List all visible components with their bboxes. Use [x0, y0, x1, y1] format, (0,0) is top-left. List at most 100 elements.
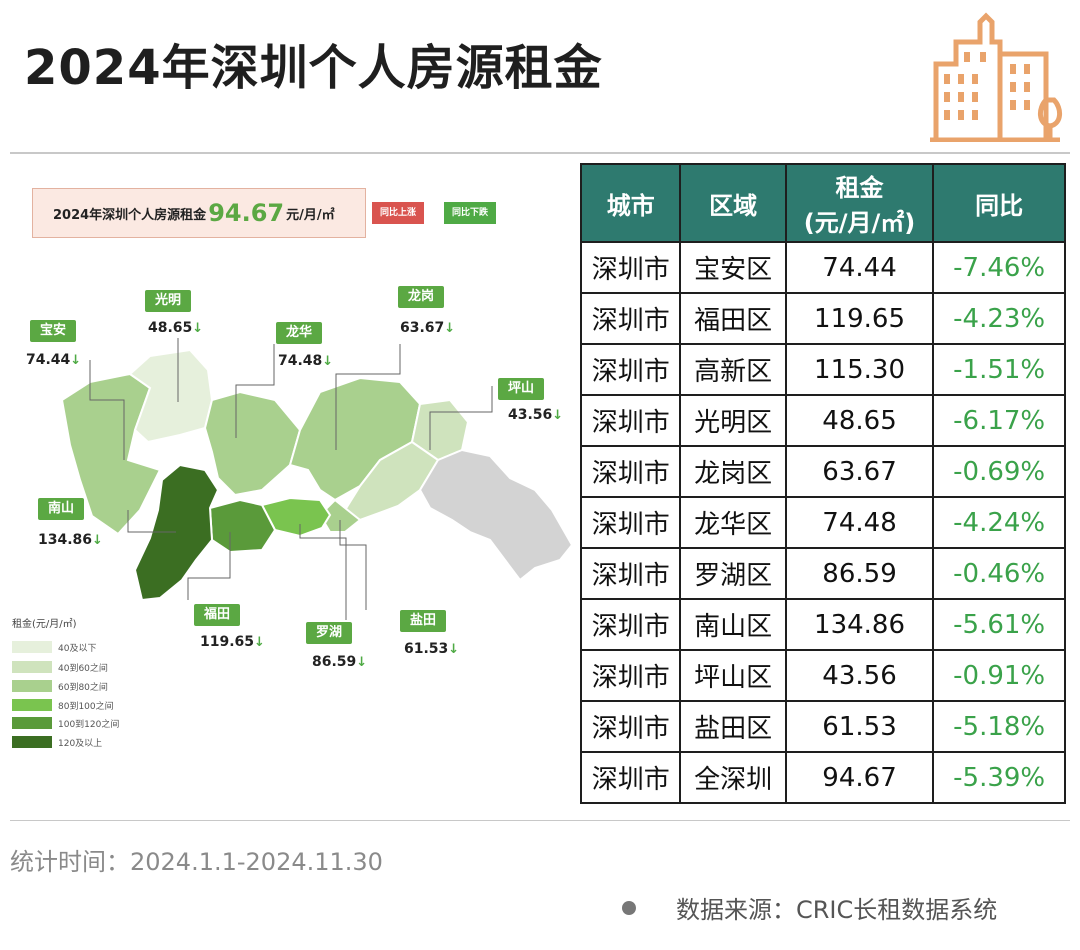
- down-arrow-icon: ↓: [70, 353, 82, 368]
- map-value-futian: 119.65↓: [200, 634, 265, 650]
- cell-rent: 86.59: [784, 547, 935, 600]
- cell-rent: 61.53: [784, 700, 935, 753]
- down-arrow-icon: ↓: [254, 635, 265, 650]
- table-row: 深圳市 坪山区 43.56 -0.91%: [579, 649, 1066, 702]
- cell-rent: 74.44: [784, 241, 935, 294]
- summary-value: 94.67: [208, 199, 285, 227]
- district-dapeng: [418, 448, 574, 582]
- header-rent: 租金 (元/月/㎡): [784, 163, 935, 243]
- stat-time: 统计时间：2024.1.1-2024.11.30: [10, 848, 383, 876]
- header-rent-line2: (元/月/㎡): [803, 209, 916, 237]
- legend-label: 100到120之间: [58, 719, 120, 730]
- down-arrow-icon: ↓: [92, 533, 103, 548]
- legend-label: 80到100之间: [58, 701, 114, 712]
- map-value-baoan: 74.44↓: [26, 352, 81, 368]
- district-longgang-east: [343, 440, 440, 522]
- chip-yoy-down: 同比下跌: [444, 202, 497, 224]
- down-arrow-icon: ↓: [448, 642, 460, 657]
- cell-change: -5.61%: [932, 598, 1066, 651]
- data-source: 数据来源：CRIC长租数据系统: [622, 890, 997, 925]
- cell-city: 深圳市: [579, 649, 682, 702]
- cell-rent: 119.65: [784, 292, 935, 345]
- cell-rent: 63.67: [784, 445, 935, 498]
- cell-change: -5.39%: [932, 751, 1066, 804]
- header-city: 城市: [579, 163, 682, 243]
- legend-item: 80到100之间: [12, 698, 172, 712]
- map-tag-longgang: 龙岗: [398, 286, 445, 308]
- legend-swatch: [12, 699, 52, 711]
- table-row: 深圳市 盐田区 61.53 -5.18%: [579, 700, 1066, 753]
- cell-district: 龙岗区: [679, 445, 787, 498]
- table-row: 深圳市 罗湖区 86.59 -0.46%: [579, 547, 1066, 600]
- table-row: 深圳市 龙岗区 63.67 -0.69%: [579, 445, 1066, 498]
- map-tag-futian: 福田: [194, 604, 241, 626]
- down-arrow-icon: ↓: [444, 321, 456, 336]
- map-tag-baoan: 宝安: [30, 320, 77, 342]
- table-row: 深圳市 全深圳 94.67 -5.39%: [579, 751, 1066, 804]
- map-value-pingshan-number: 43.56: [508, 407, 553, 423]
- cell-rent: 43.56: [784, 649, 935, 702]
- table-row: 深圳市 光明区 48.65 -6.17%: [579, 394, 1066, 447]
- district-longhua: [203, 390, 302, 497]
- map-value-longgang-number: 63.67: [400, 320, 445, 336]
- cell-city: 深圳市: [579, 751, 682, 804]
- cell-city: 深圳市: [579, 292, 682, 345]
- cell-change: -4.23%: [932, 292, 1066, 345]
- table-row: 深圳市 福田区 119.65 -4.23%: [579, 292, 1066, 345]
- table-row: 深圳市 宝安区 74.44 -7.46%: [579, 241, 1066, 294]
- summary-unit: 元/月/㎡: [286, 207, 335, 223]
- shenzhen-district-map: [60, 338, 574, 620]
- cell-city: 深圳市: [579, 241, 682, 294]
- legend-swatch: [12, 680, 52, 692]
- cell-change: -6.17%: [932, 394, 1066, 447]
- summary-prefix: 2024年深圳个人房源租金: [53, 207, 207, 223]
- legend-title: 租金(元/月/㎡): [12, 619, 77, 630]
- cell-city: 深圳市: [579, 445, 682, 498]
- legend-item: 120及以上: [12, 735, 172, 749]
- cell-city: 深圳市: [579, 700, 682, 753]
- map-value-guangming-number: 48.65: [148, 320, 193, 336]
- down-arrow-icon: ↓: [192, 321, 204, 336]
- map-value-longhua-number: 74.48: [278, 353, 323, 369]
- header-rent-line1: 租金: [835, 174, 884, 202]
- cell-district: 光明区: [679, 394, 787, 447]
- cell-city: 深圳市: [579, 598, 682, 651]
- header-district: 区域: [679, 163, 787, 243]
- legend-item: 40到60之间: [12, 660, 172, 674]
- map-value-nanshan-number: 134.86: [38, 532, 93, 548]
- map-value-nanshan: 134.86↓: [38, 532, 103, 548]
- legend-label: 120及以上: [58, 738, 103, 749]
- building-icon: [930, 12, 1062, 142]
- rent-map-panel: 2024年深圳个人房源租金 94.67 元/月/㎡ 同比上涨 同比下跌: [0, 160, 580, 820]
- map-tag-longhua: 龙华: [276, 322, 323, 344]
- cell-district: 南山区: [679, 598, 787, 651]
- page-title: 2024年深圳个人房源租金: [24, 40, 603, 96]
- bullet-dot-icon: [622, 900, 636, 915]
- header-divider: [10, 152, 1070, 154]
- cell-city: 深圳市: [579, 547, 682, 600]
- cell-district: 盐田区: [679, 700, 787, 753]
- cell-change: -4.24%: [932, 496, 1066, 549]
- cell-district: 坪山区: [679, 649, 787, 702]
- cell-district: 全深圳: [679, 751, 787, 804]
- district-nanshan: [133, 463, 220, 602]
- chip-yoy-up: 同比上涨: [372, 202, 425, 224]
- cell-change: -1.51%: [932, 343, 1066, 396]
- cell-rent: 48.65: [784, 394, 935, 447]
- down-arrow-icon: ↓: [356, 655, 368, 670]
- map-value-guangming: 48.65↓: [148, 320, 203, 336]
- data-source-text: 数据来源：CRIC长租数据系统: [676, 896, 998, 924]
- table-row: 深圳市 南山区 134.86 -5.61%: [579, 598, 1066, 651]
- rent-table: 城市 区域 租金 (元/月/㎡) 同比 深圳市 宝安区 74.44 -7.46% 深圳…: [579, 163, 1066, 804]
- cell-change: -7.46%: [932, 241, 1066, 294]
- cell-district: 罗湖区: [679, 547, 787, 600]
- legend-label: 40及以下: [58, 643, 97, 654]
- cell-district: 高新区: [679, 343, 787, 396]
- map-tag-guangming: 光明: [145, 290, 192, 312]
- cell-change: -0.69%: [932, 445, 1066, 498]
- cell-change: -5.18%: [932, 700, 1066, 753]
- cell-city: 深圳市: [579, 496, 682, 549]
- legend-label: 60到80之间: [58, 682, 108, 693]
- cell-district: 宝安区: [679, 241, 787, 294]
- map-value-luohu-number: 86.59: [312, 654, 357, 670]
